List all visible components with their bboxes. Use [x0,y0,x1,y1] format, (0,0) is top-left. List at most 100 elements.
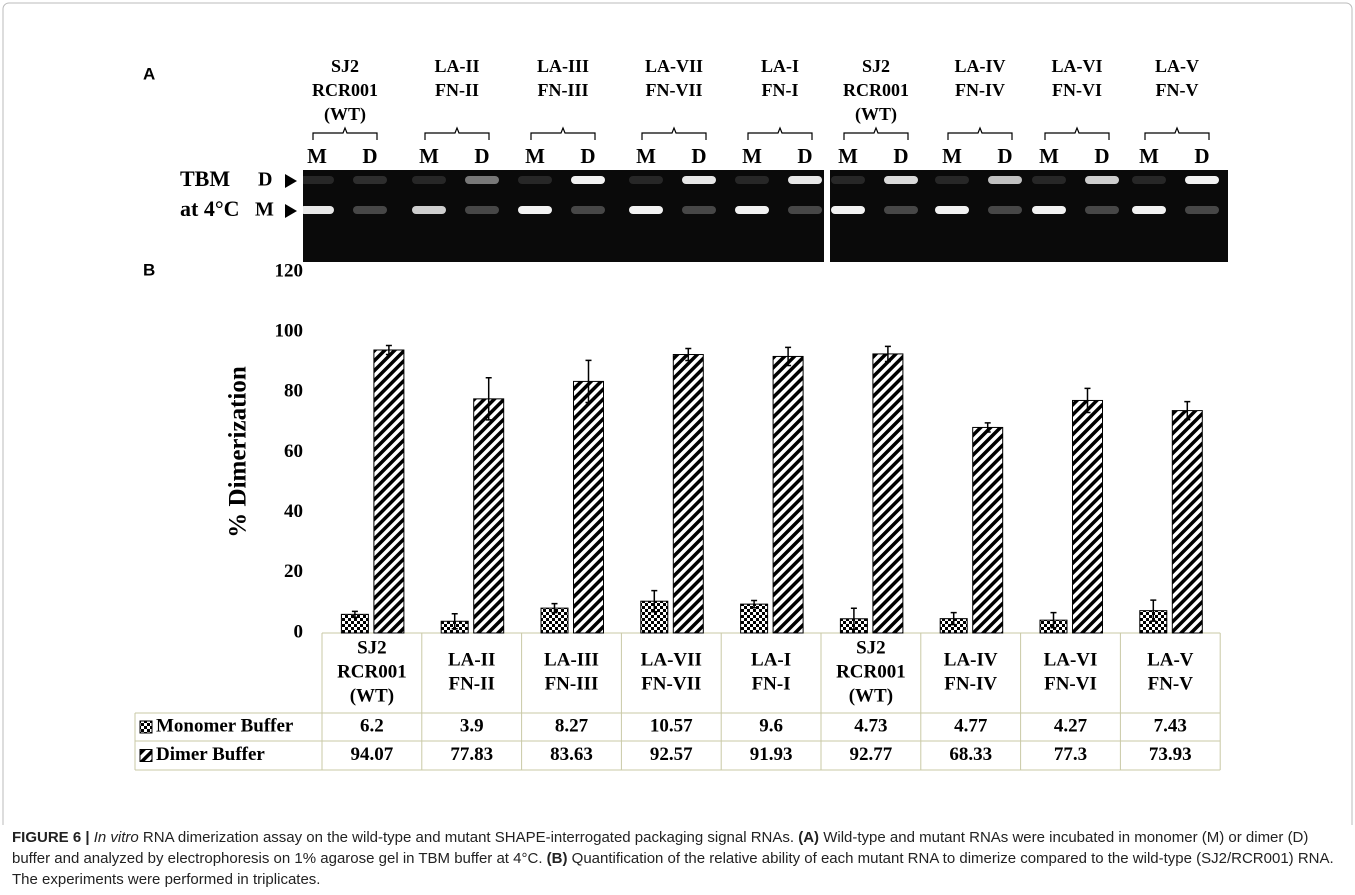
brace [1045,128,1109,140]
lane-group-label: (WT) [324,104,366,125]
gel-band [518,176,552,184]
lane-label: D [362,144,377,168]
x-tick-label: FN-V [1148,673,1194,694]
table-value: 94.07 [351,744,394,765]
table-value: 10.57 [650,715,693,736]
table-value: 8.27 [555,715,589,736]
x-tick-label: SJ2 [856,637,886,658]
gel-band [735,206,769,214]
gel-band [465,176,499,184]
panel-label: A [143,64,155,83]
bar [374,350,404,633]
lane-group-label: FN-I [762,80,799,100]
gel-band [1185,176,1219,184]
gel-band [1085,176,1119,184]
x-tick-label: FN-III [545,673,599,694]
row-label: at 4°C [180,196,240,221]
bar [973,427,1003,633]
gel-gap [824,170,830,262]
gel-band [935,206,969,214]
y-tick-label: 80 [284,381,303,402]
lane-group-label: (WT) [855,104,897,125]
lane-group-label: FN-IV [955,80,1005,100]
gel-band [1085,206,1119,214]
gel-band [300,176,334,184]
table-value: 3.9 [460,715,484,736]
x-tick-label: LA-VII [641,649,702,670]
caption-text: (B) [547,850,568,867]
lane-label: M [838,144,858,168]
gel-band [353,206,387,214]
gel-band [629,206,663,214]
legend-swatch [140,721,152,733]
lane-group-label: LA-V [1155,56,1199,76]
gel-band [1032,176,1066,184]
band-label: D [258,169,272,191]
y-tick-label: 0 [294,621,304,642]
table-value: 92.57 [650,744,693,765]
lane-label: D [1094,144,1109,168]
lane-label: M [742,144,762,168]
lane-label: D [1194,144,1209,168]
lane-group-label: SJ2 [331,56,359,76]
brace [642,128,706,140]
brace [313,128,377,140]
x-tick-label: RCR001 [836,661,906,682]
gel-band [788,206,822,214]
legend-swatch [140,750,152,762]
lane-label: M [1039,144,1059,168]
lane-group-label: LA-VI [1051,56,1102,76]
lane-label: D [580,144,595,168]
table-value: 4.27 [1054,715,1088,736]
caption-text: (A) [798,829,819,846]
gel-band [629,176,663,184]
gel-band [465,206,499,214]
gel-band [1185,206,1219,214]
x-tick-label: LA-III [544,649,599,670]
bar [873,354,903,633]
brace [844,128,908,140]
lane-group-label: FN-V [1156,80,1199,100]
bar [574,381,604,633]
row-label: TBM [180,166,230,191]
lane-group-label: LA-I [761,56,799,76]
lane-label: D [474,144,489,168]
gel-band [1032,206,1066,214]
gel-band [1132,206,1166,214]
lane-label: D [997,144,1012,168]
x-tick-label: (WT) [350,685,394,706]
gel-band [353,176,387,184]
lane-group-label: LA-VII [645,56,703,76]
x-tick-label: LA-I [751,649,791,670]
bar [773,356,803,633]
gel-band [988,206,1022,214]
lane-group-label: LA-IV [954,56,1005,76]
x-tick-label: FN-IV [944,673,997,694]
caption: FIGURE 6 | In vitro RNA dimerization ass… [12,827,1342,890]
legend-label: Dimer Buffer [156,744,265,765]
lane-label: D [797,144,812,168]
lane-group-label: LA-III [537,56,589,76]
lane-group-label: FN-II [435,80,479,100]
table-value: 7.43 [1154,715,1187,736]
y-tick-label: 60 [284,441,303,462]
gel-band [518,206,552,214]
gel-band [884,206,918,214]
gel-band [1132,176,1166,184]
gel-band [988,176,1022,184]
table-value: 77.3 [1054,744,1087,765]
bar [1073,400,1103,633]
table-value: 77.83 [450,744,493,765]
band-label: M [255,199,274,221]
lane-label: D [691,144,706,168]
caption-text: In vitro [94,829,139,846]
y-tick-label: 20 [284,561,303,582]
panel-label: B [143,260,155,279]
lane-group-label: FN-VII [646,80,703,100]
y-tick-label: 40 [284,501,303,522]
x-tick-label: FN-I [752,673,791,694]
gel-band [831,206,865,214]
x-tick-label: LA-IV [944,649,998,670]
y-tick-label: 100 [275,321,304,342]
lane-label: M [1139,144,1159,168]
